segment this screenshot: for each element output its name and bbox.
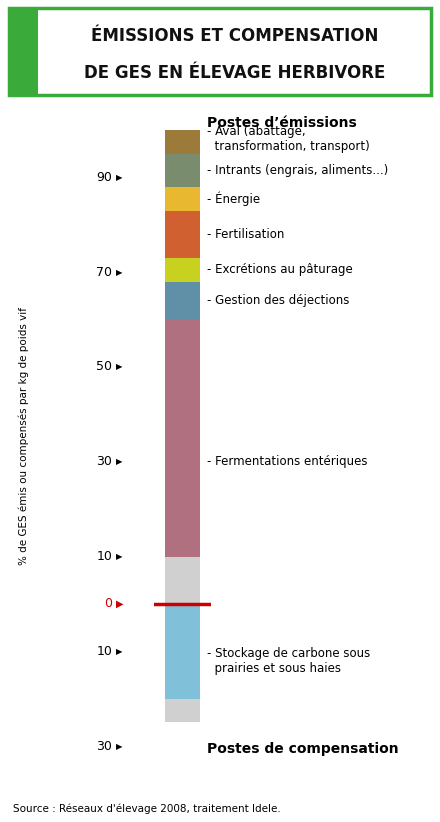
Text: - Stockage de carbone sous
  prairies et sous haies: - Stockage de carbone sous prairies et s… [207,647,370,675]
Text: 30: 30 [96,455,112,469]
Text: - Gestion des déjections: - Gestion des déjections [207,294,349,307]
Bar [165,154,200,187]
Text: % de GES émis ou compensés par kg de poids vif: % de GES émis ou compensés par kg de poi… [19,307,29,565]
Text: Postes d’émissions: Postes d’émissions [207,116,357,130]
Text: 50: 50 [96,360,112,373]
Bar [165,130,200,723]
Text: - Énergie: - Énergie [207,192,260,206]
Bar [165,604,200,699]
Text: - Excrétions au pâturage: - Excrétions au pâturage [207,263,353,276]
Text: ▶: ▶ [115,268,122,277]
Bar [165,282,200,320]
Text: ÉMISSIONS ET COMPENSATION: ÉMISSIONS ET COMPENSATION [91,27,378,45]
Text: 90: 90 [96,171,112,184]
Text: Postes de compensation: Postes de compensation [207,741,399,755]
Text: - Intrants (engrais, aliments...): - Intrants (engrais, aliments...) [207,164,388,177]
Text: ▶: ▶ [115,363,122,372]
Text: ▶: ▶ [115,457,122,466]
Text: DE GES EN ÉLEVAGE HERBIVORE: DE GES EN ÉLEVAGE HERBIVORE [84,64,385,82]
FancyBboxPatch shape [9,8,431,95]
Bar [165,130,200,154]
Text: 0: 0 [104,598,112,611]
Text: 10: 10 [96,644,112,658]
Text: - Fermentations entériques: - Fermentations entériques [207,455,367,469]
Bar [9,8,38,95]
Text: 10: 10 [96,550,112,563]
Text: Source : Réseaux d'élevage 2008, traitement Idele.: Source : Réseaux d'élevage 2008, traitem… [13,804,281,814]
Bar [165,210,200,258]
Text: ▶: ▶ [115,647,122,656]
Bar [165,320,200,556]
Text: ▶: ▶ [115,741,122,750]
Bar [165,258,200,282]
Text: ▶: ▶ [115,552,122,561]
Bar [165,187,200,210]
Text: ▶: ▶ [115,599,123,609]
Text: - Aval (abattage,
  transformation, transport): - Aval (abattage, transformation, transp… [207,126,370,154]
Text: - Fertilisation: - Fertilisation [207,228,284,241]
Text: ▶: ▶ [115,173,122,182]
Text: 70: 70 [96,266,112,279]
Text: 30: 30 [96,740,112,753]
